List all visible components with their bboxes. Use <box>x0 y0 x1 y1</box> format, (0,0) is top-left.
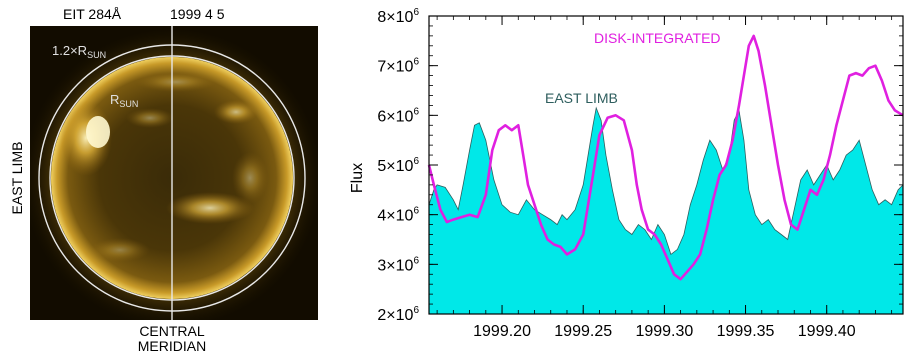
y-tick-label: 6×106 <box>377 106 419 125</box>
east-limb-side-label: EAST LIMB <box>9 142 25 215</box>
x-tick-label: 1999.30 <box>635 323 693 340</box>
y-tick-label: 2×106 <box>377 305 419 324</box>
date-title: 1999 4 5 <box>170 6 225 22</box>
y-tick-label: 7×106 <box>377 57 419 76</box>
outer-circle-label: 1.2×RSUN <box>52 43 106 60</box>
east-limb-label: EAST LIMB <box>545 90 618 106</box>
east-limb-area <box>429 107 903 315</box>
y-tick-label: 5×106 <box>377 156 419 175</box>
disk-integrated-line <box>427 34 904 281</box>
solar-image-panel: EIT 284Å 1999 4 5 1.2×RSUN RSUN EAST LIM… <box>9 6 318 354</box>
x-tick-label: 1999.35 <box>717 323 775 340</box>
y-axis-label: Flux <box>349 163 366 193</box>
disk-integrated-label: DISK-INTEGRATED <box>594 30 721 46</box>
x-tick-label: 1999.40 <box>798 323 856 340</box>
central-meridian-label-2: MERIDIAN <box>138 338 206 354</box>
inner-circle-label: RSUN <box>110 92 138 109</box>
y-tick-label: 3×106 <box>377 255 419 274</box>
east-limb-outline <box>428 106 904 256</box>
y-tick-label: 8×106 <box>377 7 419 26</box>
solar-image <box>30 26 318 320</box>
instrument-title: EIT 284Å <box>63 6 122 22</box>
x-tick-label: 1999.20 <box>473 323 531 340</box>
flux-chart: 2×106 3×106 4×106 5×106 6×106 7×106 8×106 1999.… <box>349 7 904 340</box>
central-meridian-label-1: CENTRAL <box>139 323 205 339</box>
y-tick-label: 4×106 <box>377 206 419 225</box>
x-tick-label: 1999.25 <box>554 323 612 340</box>
